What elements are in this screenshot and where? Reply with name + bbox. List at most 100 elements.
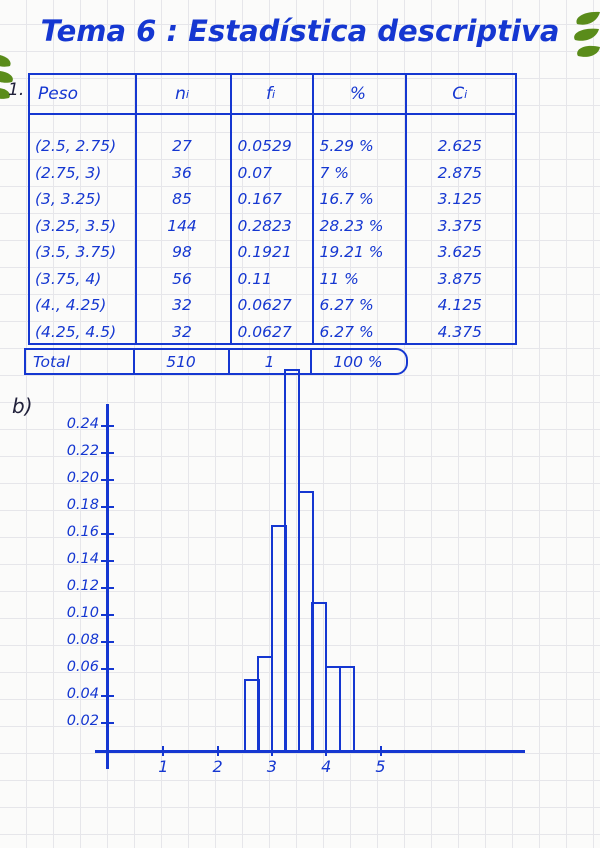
x-tick-label: 2	[212, 757, 223, 776]
table-column-divider	[311, 75, 314, 343]
y-tick-label: 0.08	[66, 631, 99, 648]
table-cell: 0.2823	[237, 216, 292, 235]
table-cell: (3, 3.25)	[35, 190, 102, 209]
table-cell: 32	[172, 296, 192, 315]
table-cell: 0.11	[237, 269, 273, 288]
table-cell: 0.1921	[237, 243, 292, 262]
table-row: (2.75, 3) 36 0.07 7 % 2.875	[30, 160, 515, 187]
x-tick-label: 1	[158, 757, 169, 776]
table-cell: 3.125	[437, 190, 482, 209]
exercise-number: 1.	[8, 80, 25, 100]
total-cell: 100 %	[333, 352, 383, 371]
column-header: %	[349, 84, 367, 104]
table-cell: (2.5, 2.75)	[35, 137, 117, 156]
table-cell: 0.0529	[237, 137, 292, 156]
table-row: (3.75, 4) 56 0.11 11 % 3.875	[30, 266, 515, 293]
table-row: (2.5, 2.75) 27 0.0529 5.29 % 2.625	[30, 133, 515, 160]
leaf-decoration-right-icon	[574, 11, 600, 57]
x-tick-mark	[162, 746, 165, 756]
x-tick-mark	[216, 746, 219, 756]
table-cell: 3.375	[437, 216, 482, 235]
table-cell: 2.875	[437, 163, 482, 182]
table-cell: 11 %	[319, 269, 359, 288]
y-tick-label: 0.18	[66, 496, 99, 513]
x-tick-label: 3	[266, 757, 277, 776]
table-cell: 2.625	[437, 137, 482, 156]
y-tick-mark	[101, 478, 114, 481]
y-tick-label: 0.22	[66, 442, 99, 459]
x-tick-mark	[379, 746, 382, 756]
total-cell: 510	[135, 350, 230, 373]
table-row: (4.25, 4.5) 32 0.0627 6.27 % 4.375	[30, 319, 515, 346]
table-column-divider	[134, 75, 137, 343]
table-cell: (3.25, 3.5)	[35, 216, 117, 235]
y-tick-label: 0.04	[66, 685, 99, 702]
table-cell: 16.7 %	[319, 190, 374, 209]
y-tick-mark	[101, 586, 114, 589]
y-tick-mark	[101, 424, 114, 427]
table-cell: 28.23 %	[319, 216, 384, 235]
table-cell: (4., 4.25)	[35, 296, 107, 315]
y-tick-label: 0.14	[66, 550, 99, 567]
y-tick-mark	[101, 694, 114, 698]
y-tick-label: 0.24	[66, 415, 99, 432]
y-tick-label: 0.10	[66, 604, 99, 621]
table-cell: (3.5, 3.75)	[35, 243, 117, 262]
y-tick-mark	[101, 532, 114, 535]
y-tick-label: 0.16	[66, 523, 99, 540]
y-axis	[106, 404, 109, 769]
y-tick-mark	[101, 505, 114, 508]
y-tick-label: 0.12	[66, 577, 99, 594]
table-cell: 4.125	[437, 296, 482, 315]
table-total-row: Total 510 1 100 %	[24, 348, 408, 375]
y-tick-mark	[101, 721, 114, 725]
y-tick-mark	[101, 451, 114, 454]
y-tick-label: 0.20	[66, 469, 99, 486]
y-tick-mark	[101, 640, 114, 644]
table-cell: 27	[172, 137, 192, 156]
column-header: Peso	[38, 84, 78, 104]
table-row: (4., 4.25) 32 0.0627 6.27 % 4.125	[30, 292, 515, 319]
table-cell: 0.0627	[237, 322, 292, 341]
table-cell: 0.167	[237, 190, 282, 209]
table-cell: 32	[172, 322, 192, 341]
y-tick-label: 0.06	[66, 658, 99, 675]
table-cell: 98	[172, 243, 192, 262]
table-cell: 6.27 %	[319, 322, 374, 341]
y-tick-mark	[101, 559, 114, 562]
table-row: (3, 3.25) 85 0.167 16.7 % 3.125	[30, 186, 515, 213]
y-tick-mark	[101, 667, 114, 671]
x-tick-mark	[270, 746, 274, 756]
table-cell: 3.875	[437, 269, 482, 288]
table-row: (3.25, 3.5) 144 0.2823 28.23 % 3.375	[30, 213, 515, 240]
total-cell: 1	[230, 350, 312, 373]
part-label: b)	[12, 394, 33, 418]
table-cell: 5.29 %	[319, 137, 374, 156]
table-body: (2.5, 2.75) 27 0.0529 5.29 % 2.625 (2.75, 3) 3…	[30, 133, 515, 345]
table-header-divider	[30, 112, 515, 115]
table-cell: 0.0627	[237, 296, 292, 315]
histogram-bar	[338, 666, 355, 751]
y-tick-mark	[101, 613, 114, 616]
x-axis	[95, 750, 525, 753]
table-column-divider	[229, 75, 232, 343]
table-cell: 85	[172, 190, 192, 209]
x-tick-label: 4	[321, 757, 332, 776]
leaf-decoration-left-icon	[0, 53, 13, 99]
table-column-divider	[404, 75, 407, 343]
table-cell: 36	[172, 163, 192, 182]
table-cell: 7 %	[319, 163, 350, 182]
table-cell: (2.75, 3)	[35, 163, 102, 182]
table-cell: (4.25, 4.5)	[35, 322, 117, 341]
table-cell: 0.07	[237, 163, 273, 182]
page-title: Tema 6 : Estadística descriptiva	[40, 14, 560, 48]
table-cell: 6.27 %	[319, 296, 374, 315]
table-cell: 4.375	[437, 322, 482, 341]
